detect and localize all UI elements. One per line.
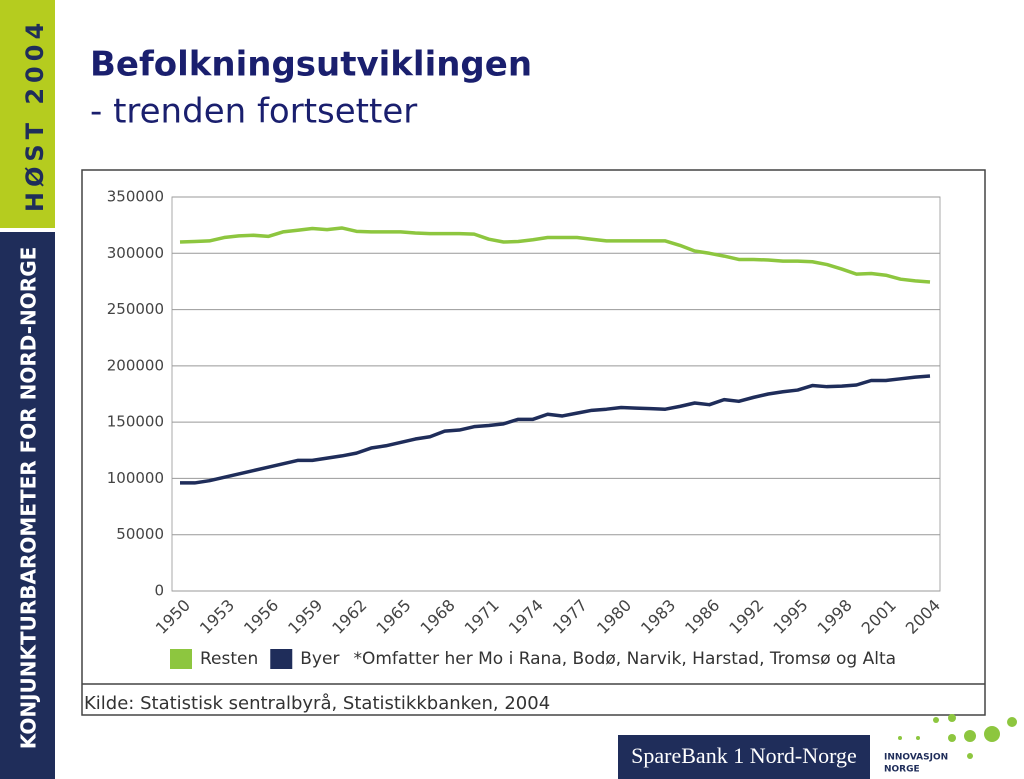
innovasjon-text: INNOVASJON — [884, 753, 948, 763]
series-line — [180, 374, 931, 485]
y-tick-label: 50000 — [116, 525, 164, 543]
source: Kilde: Statistisk sentralbyrå, Statistik… — [84, 693, 550, 714]
side-bottom-text: KONJUNKTURBAROMETER FOR NORD-NORGE — [17, 247, 41, 750]
innovasjon-text: NORGE — [884, 765, 920, 775]
sparebank-text: SpareBank 1 Nord-Norge — [631, 743, 857, 768]
side-top-text: HØST 2004 — [21, 18, 49, 212]
legend-swatch — [170, 649, 192, 669]
y-tick-label: 150000 — [107, 413, 164, 431]
y-tick-label: 350000 — [107, 188, 164, 206]
legend-note: *Omfatter her Mo i Rana, Bodø, Narvik, H… — [353, 649, 896, 669]
y-tick-label: 0 — [154, 582, 164, 600]
sparebank-logo — [618, 735, 870, 779]
side-band-bottom — [0, 232, 55, 779]
y-tick-label: 300000 — [107, 244, 164, 262]
innovasjon-dots — [898, 714, 1017, 759]
chart-frame — [81, 169, 986, 716]
side-band-top — [0, 0, 55, 228]
legend-swatch — [270, 649, 293, 669]
legend-label: Byer — [300, 649, 339, 669]
legend-label: Resten — [200, 649, 258, 669]
y-tick-label: 100000 — [107, 469, 164, 487]
subtitle: - trenden fortsetter — [90, 92, 417, 132]
y-tick-label: 200000 — [107, 356, 164, 374]
title: Befolkningsutviklingen — [90, 45, 532, 85]
series-line — [179, 226, 931, 284]
y-tick-label: 250000 — [107, 300, 164, 318]
